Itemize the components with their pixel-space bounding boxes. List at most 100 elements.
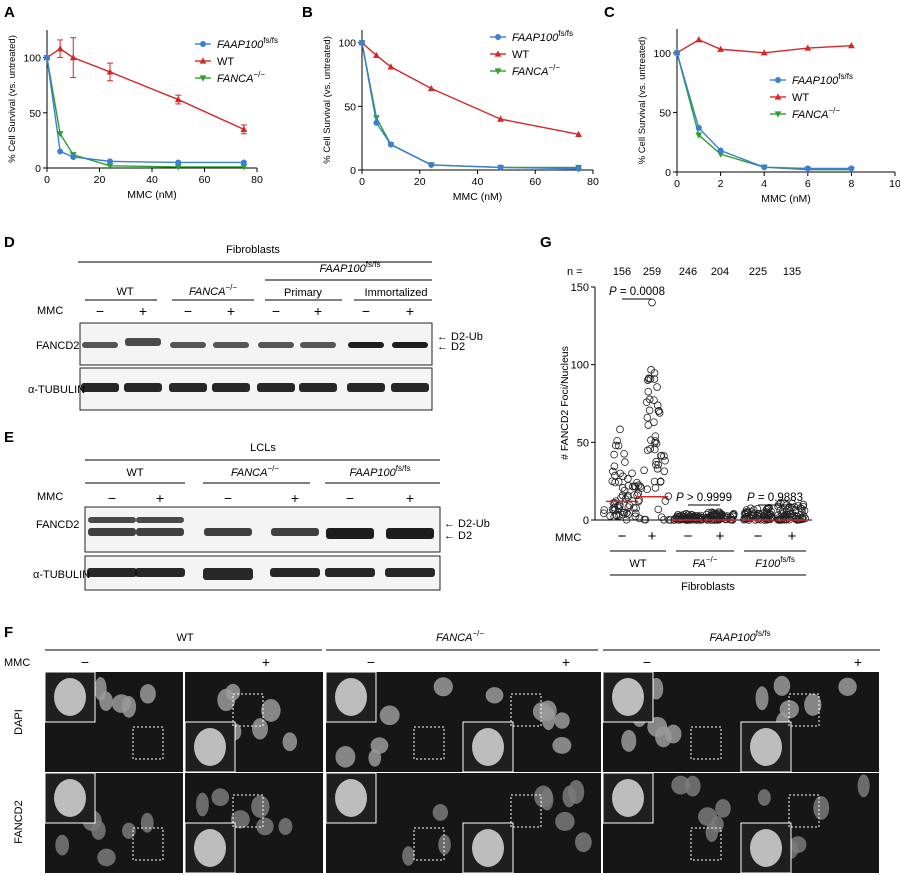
- data-point: [575, 165, 582, 172]
- legend-main: FANCA: [217, 73, 253, 85]
- foci-point: [631, 512, 640, 521]
- p-text: = 0.9883: [755, 492, 803, 504]
- genotype-main: FANCA: [231, 467, 267, 479]
- genotype-sup: fs/fs: [396, 464, 411, 473]
- foci-point: [635, 514, 644, 523]
- nucleus: [715, 799, 731, 818]
- data-point: [387, 141, 394, 148]
- foci-point: [652, 460, 660, 469]
- nucleus: [432, 804, 449, 821]
- foci-point: [762, 514, 771, 522]
- fancd2-band: [170, 342, 206, 348]
- data-point: [56, 131, 64, 138]
- fibroblasts-label: Fibroblasts: [681, 581, 735, 593]
- tubulin-band: [257, 383, 295, 392]
- foci-point: [606, 512, 614, 520]
- foci-point: [712, 509, 721, 518]
- x-tick-label: 40: [146, 174, 158, 186]
- mmc-sign: +: [262, 654, 270, 670]
- x-axis-label: MMC (nM): [761, 193, 811, 205]
- fancd2-band: [386, 528, 434, 539]
- legend-entry: FAAP100fs/fs: [217, 36, 278, 51]
- x-axis-label: MMC (nM): [127, 189, 177, 201]
- foci-point: [609, 467, 617, 476]
- foci-point: [754, 510, 763, 518]
- foci-point: [644, 374, 653, 383]
- inset-nucleus: [750, 728, 782, 766]
- legend-marker: [775, 77, 781, 83]
- y-tick-label: 50: [577, 437, 589, 449]
- data-point: [848, 42, 855, 49]
- selection-box: [413, 827, 445, 861]
- n-count: 156: [613, 266, 631, 278]
- p-value: P > 0.9999: [676, 492, 732, 504]
- genotype-label: FA−/−: [693, 555, 718, 570]
- foci-point: [653, 464, 662, 473]
- legend-sup: −/−: [828, 106, 840, 115]
- legend-entry: WT: [792, 92, 809, 104]
- foci-point: [801, 514, 810, 523]
- data-point: [717, 151, 724, 158]
- mmc-sign: +: [406, 490, 414, 506]
- data-point: [760, 49, 768, 56]
- legend-sup: fs/fs: [558, 29, 573, 38]
- foci-point: [610, 512, 618, 521]
- x-tick-label: 60: [529, 176, 541, 188]
- nucleus: [278, 818, 293, 835]
- p-italic: P: [747, 492, 755, 504]
- foci-point: [660, 467, 669, 476]
- foci-point: [610, 499, 619, 507]
- x-tick-label: 80: [251, 174, 263, 186]
- inset-nucleus: [335, 678, 367, 716]
- mmc-label: MMC: [555, 532, 581, 544]
- foci-point: [652, 457, 661, 466]
- foci-point: [651, 484, 660, 492]
- subgroup-label: Immortalized: [365, 287, 428, 299]
- nucleus: [97, 848, 116, 867]
- tubulin-band: [299, 383, 337, 392]
- genotype-sup: −/−: [472, 629, 484, 638]
- foci-point: [657, 451, 666, 460]
- foci-point: [683, 513, 691, 522]
- n-count: 204: [711, 266, 729, 278]
- series-line-1: [46, 47, 245, 130]
- foci-point: [760, 513, 768, 522]
- genotype-sup: −/−: [267, 464, 279, 473]
- foci-point: [634, 489, 642, 498]
- panel-label-d: D: [4, 234, 15, 251]
- band-label: ← D2-Ub: [437, 331, 483, 343]
- foci-point: [774, 511, 782, 519]
- genotype-main: WT: [629, 558, 646, 570]
- foci-point: [641, 515, 650, 524]
- mmc-sign: −: [362, 303, 370, 319]
- fancd2-band: [88, 528, 136, 536]
- p-italic: P: [676, 492, 684, 504]
- fancd2-band: [82, 342, 118, 348]
- foci-point: [620, 449, 628, 458]
- fancd2-ub-band: [88, 517, 136, 523]
- band-label: ← D2-Ub: [444, 518, 490, 530]
- mmc-sign: +: [314, 303, 322, 319]
- fancd2-band: [326, 528, 374, 539]
- fancd2-band: [125, 338, 161, 346]
- foci-point: [609, 506, 618, 515]
- data-point: [107, 158, 113, 165]
- fancd2-ub-band: [136, 517, 184, 523]
- foci-point: [646, 445, 655, 453]
- data-point: [695, 124, 702, 131]
- nucleus: [335, 746, 356, 768]
- panel-label-g: G: [540, 234, 552, 251]
- foci-point: [624, 510, 632, 519]
- x-tick-label: 6: [805, 178, 811, 190]
- nucleus: [574, 832, 592, 853]
- western-blot-d: Fibroblasts WT FANCA−/− FAAP100fs/fs Primary…: [28, 244, 483, 411]
- mmc-sign: −: [346, 490, 354, 506]
- nucleus: [621, 729, 637, 752]
- foci-point: [661, 456, 669, 465]
- y-axis-label: % Cell Survival (vs. untreated): [322, 36, 333, 164]
- genotype-main: FANCA: [189, 286, 225, 298]
- series-line-1: [676, 38, 852, 54]
- x-tick-label: 4: [761, 178, 767, 190]
- inset-nucleus: [612, 678, 644, 716]
- tubulin-band: [124, 383, 162, 392]
